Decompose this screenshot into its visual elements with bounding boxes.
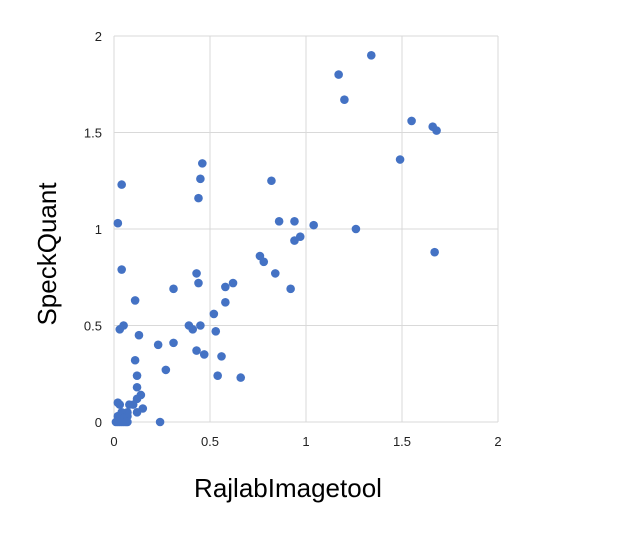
data-point bbox=[340, 95, 349, 104]
x-tick-label: 2 bbox=[494, 434, 501, 449]
x-tick-label: 1 bbox=[302, 434, 309, 449]
data-point bbox=[213, 371, 222, 380]
y-tick-label: 2 bbox=[95, 29, 102, 44]
data-point bbox=[290, 236, 299, 245]
data-point bbox=[432, 126, 441, 135]
data-point bbox=[290, 216, 299, 226]
data-point bbox=[161, 365, 171, 375]
data-point bbox=[334, 70, 343, 79]
data-point bbox=[407, 116, 416, 126]
data-point bbox=[221, 298, 230, 307]
data-point bbox=[188, 325, 198, 334]
data-point bbox=[132, 371, 142, 380]
data-point bbox=[155, 417, 165, 427]
data-point bbox=[196, 174, 205, 184]
x-tick-label: 1.5 bbox=[393, 434, 411, 449]
y-axis-title: SpeckQuant bbox=[32, 182, 62, 326]
data-point bbox=[366, 51, 376, 60]
data-point bbox=[169, 284, 178, 294]
data-point bbox=[130, 296, 140, 305]
data-point bbox=[267, 176, 276, 186]
data-point bbox=[134, 330, 144, 340]
data-point bbox=[194, 278, 203, 288]
data-points bbox=[111, 51, 441, 427]
tick-labels: 0 0.5 1 1.5 2 0 0.5 1 1.5 2 bbox=[84, 29, 502, 449]
data-point bbox=[217, 352, 226, 361]
data-point bbox=[115, 325, 125, 334]
data-point bbox=[286, 284, 295, 294]
x-axis-title: RajlabImagetool bbox=[194, 473, 382, 503]
data-point bbox=[274, 216, 284, 226]
y-tick-label: 0 bbox=[95, 415, 102, 430]
x-tick-label: 0 bbox=[110, 434, 117, 449]
data-point bbox=[236, 373, 246, 382]
data-point bbox=[115, 400, 125, 409]
data-point bbox=[194, 193, 203, 203]
gridlines bbox=[113, 35, 499, 423]
data-point bbox=[395, 155, 405, 164]
data-point bbox=[192, 269, 201, 278]
data-point bbox=[130, 355, 140, 365]
data-point bbox=[123, 417, 132, 427]
data-point bbox=[430, 247, 439, 257]
data-point bbox=[309, 220, 318, 230]
data-point bbox=[153, 340, 163, 350]
data-point bbox=[211, 326, 221, 336]
data-point bbox=[351, 224, 361, 234]
data-point bbox=[192, 346, 201, 355]
data-point bbox=[259, 257, 269, 267]
x-tick-label: 0.5 bbox=[201, 434, 219, 449]
data-point bbox=[270, 269, 280, 278]
data-point bbox=[169, 338, 178, 348]
data-point bbox=[117, 265, 126, 274]
data-point bbox=[221, 282, 230, 292]
data-point bbox=[117, 180, 126, 189]
data-point bbox=[228, 278, 238, 288]
data-point bbox=[113, 218, 123, 228]
y-tick-label: 1.5 bbox=[84, 126, 102, 141]
data-point bbox=[198, 159, 207, 168]
data-point bbox=[128, 400, 138, 409]
y-tick-label: 0.5 bbox=[84, 319, 102, 334]
data-point bbox=[132, 408, 142, 417]
data-point bbox=[199, 350, 209, 359]
data-point bbox=[196, 321, 205, 330]
y-tick-label: 1 bbox=[95, 222, 102, 237]
data-point bbox=[209, 309, 219, 319]
data-point bbox=[132, 382, 142, 392]
